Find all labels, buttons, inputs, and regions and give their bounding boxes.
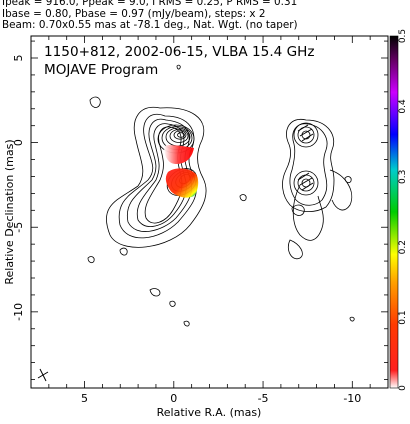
- polarization-contour-2: [289, 123, 328, 206]
- noise-contour: [176, 64, 181, 70]
- colorbar: [389, 35, 399, 389]
- x-tick-label: 0: [170, 392, 177, 405]
- chart-title: 1150+812, 2002-06-15, VLBA 15.4 GHz: [44, 44, 315, 60]
- evpa-tick: [297, 172, 310, 181]
- evpa-tick: [299, 128, 313, 137]
- y-tick-label: 0: [12, 139, 25, 146]
- noise-contour: [291, 204, 305, 216]
- core-contour-5: [173, 130, 187, 140]
- evpa-tick: [297, 124, 309, 132]
- x-tick-label: -5: [258, 392, 269, 405]
- polarization-contour-extended: [292, 184, 324, 241]
- x-tick-label: -10: [343, 392, 361, 405]
- polarization-contour-wing: [329, 169, 353, 211]
- colorbar-tick-label: 0.5: [398, 29, 408, 43]
- header-line-base: Ibase = 0.80, Pbase = 0.97 (mJy/beam), s…: [2, 7, 266, 20]
- core-color-fill: [164, 145, 194, 164]
- colorbar-tick-label: 0: [398, 385, 408, 391]
- plot-frame: [30, 35, 389, 389]
- x-axis-label: Relative R.A. (mas): [157, 406, 262, 419]
- core-contour-6: [177, 132, 185, 138]
- evpa-tick: [301, 182, 314, 191]
- colorbar-ticks: 0 0.1 0.2 0.3 0.4 0.5: [398, 29, 408, 391]
- evpa-tick: [299, 177, 313, 186]
- pol-core-contour-1: [293, 122, 319, 148]
- noise-contour: [149, 288, 161, 297]
- pol-jet-contour-2: [297, 174, 315, 192]
- colorbar-tick-label: 0.3: [398, 170, 408, 184]
- colorbar-tick-label: 0.2: [398, 240, 408, 254]
- x-tick-label: 5: [81, 392, 88, 405]
- beam-marker: [37, 368, 49, 382]
- noise-contour: [87, 256, 95, 264]
- polarization-contour-outer: [282, 118, 335, 213]
- intensity-contour-faint: [105, 106, 207, 248]
- polarization-color-fill: [164, 145, 199, 198]
- pol-core-contour-2: [297, 126, 315, 144]
- y-axis-label: Relative Declination (mas): [3, 139, 16, 284]
- y-tick-label: -5: [12, 222, 25, 233]
- core-contour-4: [169, 129, 189, 143]
- chart-subtitle: MOJAVE Program: [44, 62, 158, 78]
- noise-contour: [183, 320, 190, 327]
- noise-contour: [239, 194, 247, 202]
- noise-contour: [89, 96, 101, 108]
- noise-contour: [119, 247, 128, 256]
- header-line-peaks: Ipeak = 916.0, Ppeak = 9.0, I RMS = 0.25…: [2, 0, 298, 8]
- colorbar-tick-label: 0.1: [398, 310, 408, 324]
- jet-color-fill: [165, 168, 199, 198]
- polarization-contour-tail: [287, 239, 303, 260]
- contour-map: [87, 64, 355, 327]
- header-line-beam: Beam: 0.70x0.55 mas at -78.1 deg., Nat. …: [2, 19, 298, 32]
- colorbar-tick-label: 0.4: [398, 99, 408, 114]
- noise-contour: [349, 316, 355, 322]
- noise-contour: [344, 176, 352, 184]
- axis-ticks: 5 0 -5 -10 5 0 -5 -10: [12, 36, 389, 405]
- map-header: Ipeak = 916.0, Ppeak = 9.0, I RMS = 0.25…: [2, 0, 408, 32]
- y-tick-label: -10: [12, 303, 25, 321]
- evpa-tick: [301, 133, 314, 142]
- pol-jet-contour-1: [293, 170, 319, 196]
- y-tick-label: 5: [12, 55, 25, 62]
- noise-contour: [169, 300, 176, 307]
